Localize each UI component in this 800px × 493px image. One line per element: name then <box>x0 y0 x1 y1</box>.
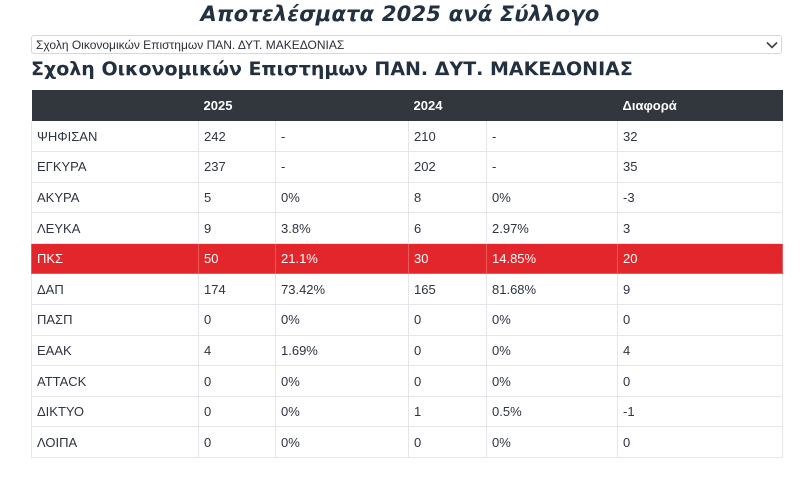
header-difference: Διαφορά <box>617 90 783 121</box>
table-row: ΕΑΑΚ 4 1.69% 0 0% 4 <box>31 335 783 367</box>
votes-2024: 8 <box>408 182 487 214</box>
club-select[interactable]: Σχολη Οικονομικών Επιστημων ΠΑΝ. ΔΥΤ. ΜΑ… <box>31 35 782 54</box>
votes-2024: 30 <box>408 243 487 275</box>
votes-2025: 242 <box>198 121 276 153</box>
pct-2025: 73.42% <box>275 273 409 306</box>
pct-2025: - <box>275 121 409 153</box>
votes-2024: 0 <box>408 365 487 397</box>
row-label: ΕΓΚΥΡΑ <box>31 151 199 183</box>
header-label <box>31 90 199 121</box>
table-row: ΑΚΥΡΑ 5 0% 8 0% -3 <box>31 182 783 214</box>
page-title: Αποτελέσματα 2025 ανά Σύλλογο <box>200 2 600 26</box>
club-select-value: Σχολη Οικονομικών Επιστημων ΠΑΝ. ΔΥΤ. ΜΑ… <box>36 37 345 52</box>
pct-2024: 2.97% <box>486 212 618 244</box>
row-label: ATTACK <box>31 365 199 397</box>
pct-2025: - <box>275 151 409 183</box>
votes-2025: 237 <box>198 151 276 183</box>
row-label: ΔΑΠ <box>31 273 199 306</box>
table-row: ΔΑΠ 174 73.42% 165 81.68% 9 <box>31 273 783 306</box>
pct-2024: - <box>486 151 618 183</box>
votes-2025: 0 <box>198 426 276 459</box>
table-row: ΛΕΥΚΑ 9 3.8% 6 2.97% 3 <box>31 212 783 244</box>
row-label: ΛΕΥΚΑ <box>31 212 199 244</box>
row-label: ΛΟΙΠΑ <box>31 426 199 459</box>
difference: 0 <box>617 304 783 336</box>
votes-2025: 50 <box>198 243 276 275</box>
pct-2025: 0% <box>275 426 409 459</box>
difference: -3 <box>617 182 783 214</box>
pct-2024: 0.5% <box>486 396 618 428</box>
pct-2024: 81.68% <box>486 273 618 306</box>
section-title: Σχολη Οικονομικών Επιστημων ΠΑΝ. ΔΥΤ. ΜΑ… <box>31 58 633 80</box>
table-row: ΛΟΙΠΑ 0 0% 0 0% 0 <box>31 426 783 459</box>
pct-2024: 0% <box>486 426 618 459</box>
table-row: ATTACK 0 0% 0 0% 0 <box>31 365 783 397</box>
votes-2024: 0 <box>408 304 487 336</box>
difference: 0 <box>617 365 783 397</box>
votes-2025: 4 <box>198 335 276 367</box>
row-label: ΠΚΣ <box>31 243 199 275</box>
difference: 3 <box>617 212 783 244</box>
difference: 4 <box>617 335 783 367</box>
pct-2024: - <box>486 121 618 153</box>
pct-2024: 0% <box>486 335 618 367</box>
difference: 20 <box>617 243 783 275</box>
pct-2025: 0% <box>275 396 409 428</box>
pct-2025: 0% <box>275 365 409 397</box>
votes-2024: 6 <box>408 212 487 244</box>
votes-2025: 0 <box>198 396 276 428</box>
pct-2025: 0% <box>275 304 409 336</box>
difference: 0 <box>617 426 783 459</box>
header-2025: 2025 <box>198 90 276 121</box>
table-header-row: 2025 2024 Διαφορά <box>31 90 783 121</box>
pct-2025: 21.1% <box>275 243 409 275</box>
difference: 32 <box>617 121 783 153</box>
votes-2024: 1 <box>408 396 487 428</box>
pct-2025: 3.8% <box>275 212 409 244</box>
header-2024: 2024 <box>408 90 487 121</box>
votes-2025: 0 <box>198 304 276 336</box>
votes-2025: 174 <box>198 273 276 306</box>
row-label: ΕΑΑΚ <box>31 335 199 367</box>
difference: 9 <box>617 273 783 306</box>
table-row: ΠΑΣΠ 0 0% 0 0% 0 <box>31 304 783 336</box>
votes-2024: 202 <box>408 151 487 183</box>
votes-2025: 9 <box>198 212 276 244</box>
difference: -1 <box>617 396 783 428</box>
row-label: ΔΙΚΤΥΟ <box>31 396 199 428</box>
difference: 35 <box>617 151 783 183</box>
votes-2025: 0 <box>198 365 276 397</box>
table-row: ΕΓΚΥΡΑ 237 - 202 - 35 <box>31 151 783 183</box>
pct-2024: 0% <box>486 365 618 397</box>
pct-2024: 14.85% <box>486 243 618 275</box>
pct-2024: 0% <box>486 304 618 336</box>
header-2024-pct <box>486 90 618 121</box>
pct-2025: 1.69% <box>275 335 409 367</box>
votes-2024: 165 <box>408 273 487 306</box>
table-row: ΨΗΦΙΣΑΝ 242 - 210 - 32 <box>31 121 783 153</box>
row-label: ΨΗΦΙΣΑΝ <box>31 121 199 153</box>
results-table: 2025 2024 Διαφορά ΨΗΦΙΣΑΝ 242 - 210 - 32… <box>31 90 783 459</box>
table-row: ΔΙΚΤΥΟ 0 0% 1 0.5% -1 <box>31 396 783 428</box>
pct-2024: 0% <box>486 182 618 214</box>
pct-2025: 0% <box>275 182 409 214</box>
votes-2025: 5 <box>198 182 276 214</box>
table-row-highlighted: ΠΚΣ 50 21.1% 30 14.85% 20 <box>31 243 783 275</box>
row-label: ΑΚΥΡΑ <box>31 182 199 214</box>
row-label: ΠΑΣΠ <box>31 304 199 336</box>
votes-2024: 210 <box>408 121 487 153</box>
votes-2024: 0 <box>408 335 487 367</box>
header-2025-pct <box>275 90 409 121</box>
chevron-down-icon[interactable] <box>763 36 781 53</box>
votes-2024: 0 <box>408 426 487 459</box>
